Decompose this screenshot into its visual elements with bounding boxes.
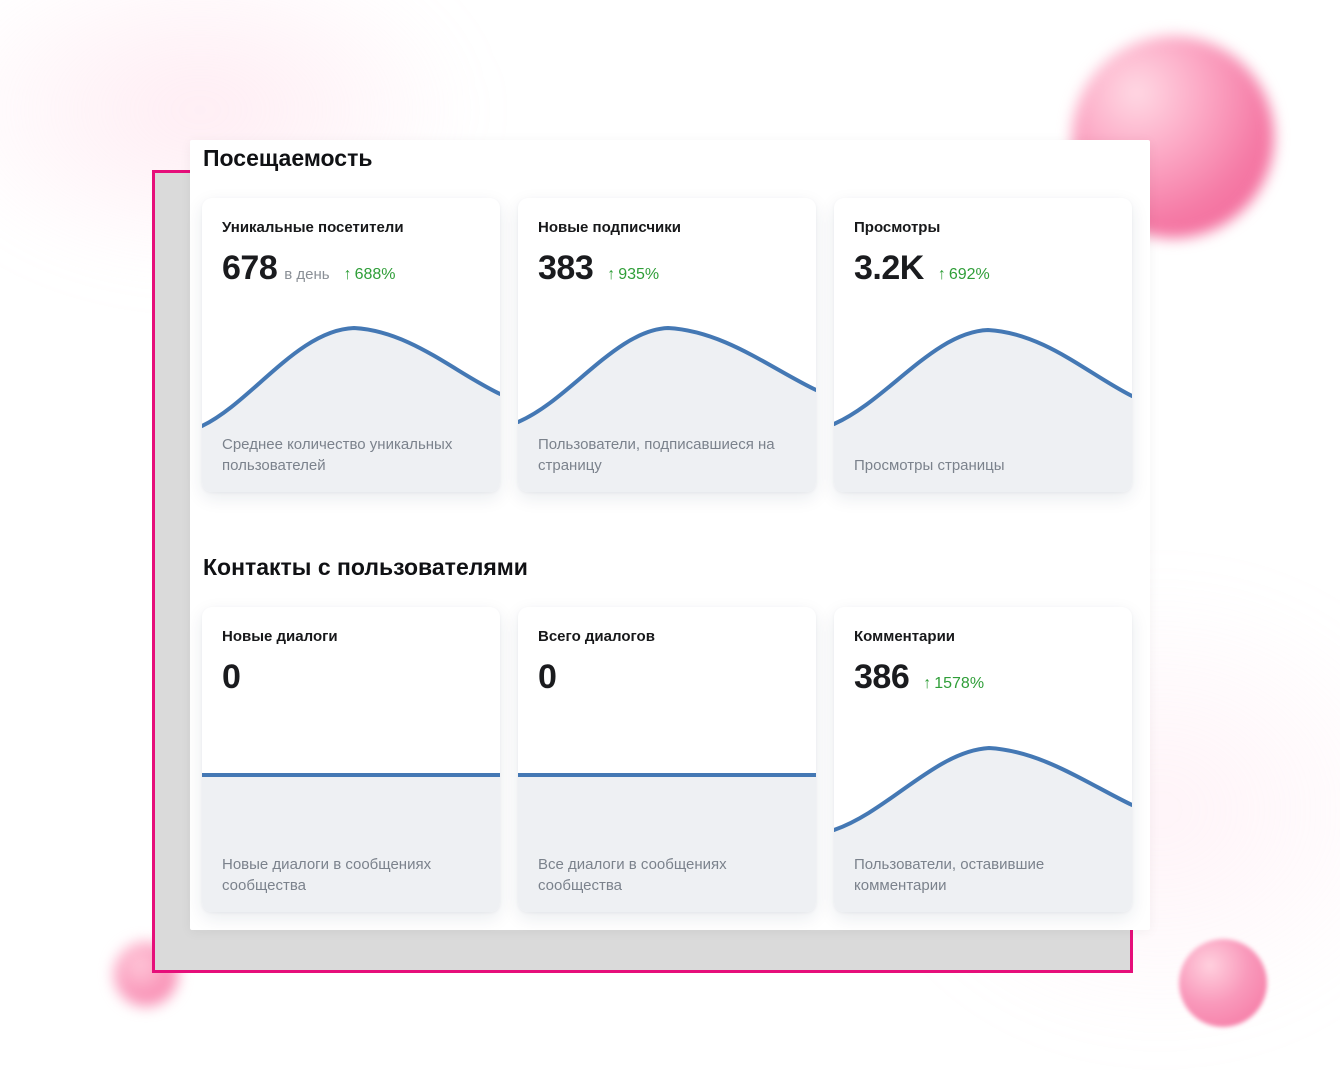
card-caption: Пользователи, подписавшиеся на страницу: [538, 435, 775, 475]
up-arrow-icon: ↑: [923, 675, 932, 692]
chart-fill-area: [202, 777, 500, 912]
stat-unit: в день: [284, 266, 330, 283]
sparkline-chart: [202, 325, 500, 492]
card-title: Комментарии: [854, 628, 956, 645]
stat-value: 0: [222, 658, 241, 696]
stat-value: 386: [854, 658, 910, 696]
up-arrow-icon: ↑: [343, 266, 352, 283]
stat-row: 0: [538, 657, 796, 697]
card-caption: Среднее количество уникальных пользовате…: [222, 435, 453, 475]
stat-delta: ↑ 692%: [938, 266, 990, 284]
delta-value: 1578%: [934, 675, 985, 692]
card-title: Новые диалоги: [222, 628, 338, 645]
sparkline-chart: [834, 327, 1132, 492]
card-unique-visitors: Уникальные посетители 678 в день ↑ 688% С…: [202, 198, 500, 492]
stat-delta: ↑ 935%: [607, 266, 659, 284]
stat-row: 386 ↑ 1578%: [854, 657, 1112, 697]
stats-panel: Посещаемость Уникальные посетители 678 в…: [190, 140, 1150, 930]
card-title: Всего диалогов: [538, 628, 655, 645]
up-arrow-icon: ↑: [607, 266, 616, 283]
sparkline-chart: [518, 325, 816, 492]
chart-fill-area: [518, 777, 816, 912]
flatline-chart: [518, 773, 816, 777]
flatline-chart: [202, 773, 500, 777]
card-new-dialogs: Новые диалоги 0 Новые диалоги в сообщени…: [202, 607, 500, 912]
card-caption: Пользователи, оставившие комментарии: [854, 855, 1045, 895]
decor-circle-bottom-right: [1179, 939, 1267, 1027]
stat-value: 678: [222, 249, 278, 287]
up-arrow-icon: ↑: [937, 266, 946, 283]
section-title-contacts: Контакты с пользователями: [203, 554, 528, 580]
stat-row: 678 в день ↑ 688%: [222, 248, 480, 288]
stat-value: 0: [538, 658, 557, 696]
card-title: Уникальные посетители: [222, 219, 404, 236]
card-caption: Просмотры страницы: [854, 457, 1005, 475]
card-views: Просмотры 3.2K ↑ 692% Просмотры страницы: [834, 198, 1132, 492]
stat-row: 3.2K ↑ 692%: [854, 248, 1112, 288]
delta-value: 692%: [948, 266, 990, 283]
delta-value: 935%: [618, 266, 660, 283]
card-new-subscribers: Новые подписчики 383 ↑ 935% Пользователи,…: [518, 198, 816, 492]
sparkline-chart: [834, 745, 1132, 912]
card-title: Просмотры: [854, 219, 941, 236]
section-title-visits: Посещаемость: [203, 145, 373, 171]
stat-delta: ↑ 1578%: [923, 675, 984, 693]
card-caption: Все диалоги в сообщениях сообщества: [538, 855, 727, 895]
card-comments: Комментарии 386 ↑ 1578% Пользователи, ост…: [834, 607, 1132, 912]
stat-value: 383: [538, 249, 594, 287]
card-caption: Новые диалоги в сообщениях сообщества: [222, 855, 432, 895]
delta-value: 688%: [354, 266, 396, 283]
stat-value: 3.2K: [854, 249, 924, 287]
stat-row: 383 ↑ 935%: [538, 248, 796, 288]
card-total-dialogs: Всего диалогов 0 Все диалоги в сообщения…: [518, 607, 816, 912]
stat-delta: ↑ 688%: [344, 266, 396, 284]
stat-row: 0: [222, 657, 480, 697]
card-title: Новые подписчики: [538, 219, 681, 236]
